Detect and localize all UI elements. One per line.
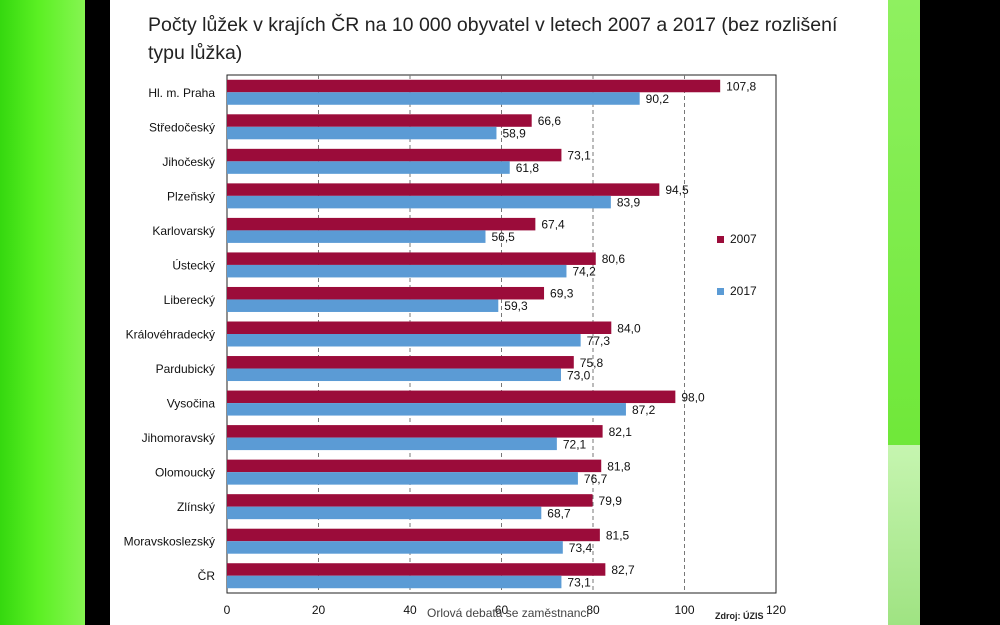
category-label: Hl. m. Praha xyxy=(148,86,215,100)
bar xyxy=(227,368,561,382)
bar xyxy=(227,161,510,174)
legend-label: 2007 xyxy=(730,232,757,246)
category-label: Olomoucký xyxy=(155,466,215,480)
legend-swatch xyxy=(717,236,724,243)
x-tick-label: 80 xyxy=(586,603,600,617)
category-label: Zlínský xyxy=(177,500,215,514)
data-label: 73,1 xyxy=(567,149,591,163)
bar xyxy=(227,334,581,347)
bar xyxy=(227,264,567,278)
bar xyxy=(227,114,532,127)
bar xyxy=(227,217,536,231)
x-tick-label: 120 xyxy=(766,603,786,617)
category-label: Královéhradecký xyxy=(126,328,215,342)
bar xyxy=(227,92,640,105)
data-label: 73,0 xyxy=(567,368,591,382)
bar xyxy=(227,230,486,243)
data-label: 56,5 xyxy=(491,230,515,244)
footer-text: Orlová debata se zaměstnanci xyxy=(427,606,590,620)
category-label: Ústecký xyxy=(172,257,215,272)
category-label: Moravskoslezský xyxy=(124,535,215,549)
data-label: 59,3 xyxy=(504,299,528,313)
right-green-border xyxy=(888,0,920,625)
bar xyxy=(227,472,578,485)
data-label: 98,0 xyxy=(681,390,705,404)
bar xyxy=(227,437,557,451)
data-label: 76,7 xyxy=(584,472,608,486)
data-label: 73,4 xyxy=(569,541,593,555)
category-label: Jihočeský xyxy=(162,155,215,169)
legend-swatch xyxy=(717,288,724,295)
data-label: 58,9 xyxy=(502,127,526,141)
bar xyxy=(227,541,563,554)
category-label: Středočeský xyxy=(149,120,215,134)
data-label: 72,1 xyxy=(563,437,587,451)
data-label: 68,7 xyxy=(547,506,571,520)
data-label: 82,1 xyxy=(609,425,633,439)
category-label: Karlovarský xyxy=(152,224,215,238)
bar xyxy=(227,390,676,404)
bar xyxy=(227,252,596,265)
data-label: 69,3 xyxy=(550,287,574,301)
data-label: 81,5 xyxy=(606,528,630,542)
category-label: Vysočina xyxy=(167,397,216,411)
bar xyxy=(227,506,542,520)
data-label: 87,2 xyxy=(632,403,656,417)
x-tick-label: 0 xyxy=(224,603,231,617)
bar xyxy=(227,79,721,93)
bar xyxy=(227,183,660,196)
category-label: Jihomoravský xyxy=(142,431,215,445)
bar xyxy=(227,563,606,576)
bar xyxy=(227,459,602,473)
x-tick-label: 100 xyxy=(674,603,694,617)
right-green-band xyxy=(888,445,920,625)
data-label: 79,9 xyxy=(599,494,623,508)
bar xyxy=(227,286,545,300)
x-tick-label: 60 xyxy=(495,603,509,617)
data-label: 80,6 xyxy=(602,252,626,266)
category-label: Liberecký xyxy=(164,293,215,307)
x-tick-label: 40 xyxy=(403,603,417,617)
data-label: 74,2 xyxy=(572,265,596,279)
bar xyxy=(227,528,600,542)
data-label: 73,1 xyxy=(567,575,591,589)
data-label: 83,9 xyxy=(617,196,641,210)
bar xyxy=(227,356,574,369)
left-green-border xyxy=(0,0,85,625)
bar xyxy=(227,425,603,438)
category-label: Plzeňský xyxy=(167,189,215,203)
source-text: Zdroj: ÚZIS xyxy=(715,611,764,621)
data-label: 67,4 xyxy=(541,218,565,232)
legend-label: 2017 xyxy=(730,284,757,298)
bar xyxy=(227,575,562,589)
bar xyxy=(227,299,499,312)
data-label: 94,5 xyxy=(665,183,689,197)
category-label: ČR xyxy=(198,568,216,583)
chart-title: Počty lůžek v krajích ČR na 10 000 obyva… xyxy=(148,14,838,64)
data-label: 66,6 xyxy=(538,114,562,128)
bar xyxy=(227,321,612,334)
x-tick-label: 20 xyxy=(312,603,326,617)
data-label: 75,8 xyxy=(580,356,604,370)
bar xyxy=(227,403,626,416)
category-label: Pardubický xyxy=(156,362,215,376)
data-label: 81,8 xyxy=(607,459,631,473)
bar xyxy=(227,494,593,507)
bar xyxy=(227,148,562,162)
bar xyxy=(227,195,611,209)
data-label: 90,2 xyxy=(646,92,670,106)
bar xyxy=(227,126,497,140)
data-label: 82,7 xyxy=(611,563,635,577)
data-label: 61,8 xyxy=(516,161,540,175)
data-label: 107,8 xyxy=(726,80,756,94)
data-label: 77,3 xyxy=(587,334,611,348)
data-label: 84,0 xyxy=(617,321,641,335)
